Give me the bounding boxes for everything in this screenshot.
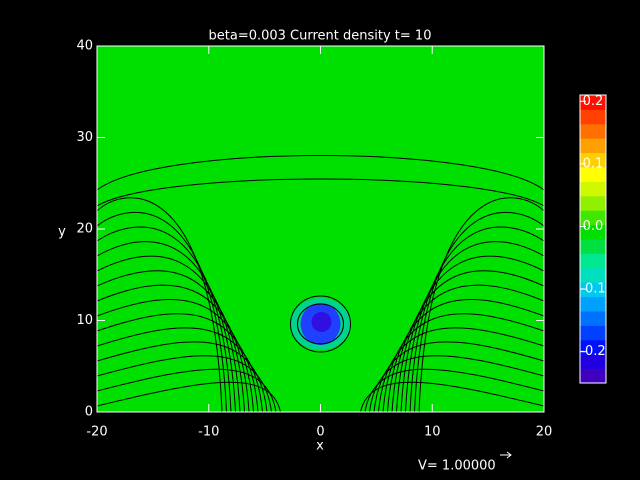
- colorbar-swatch: [580, 152, 606, 168]
- field-line: [409, 226, 545, 413]
- field-line: [96, 270, 245, 413]
- colorbar-tick-label: 0.2: [583, 94, 604, 109]
- y-tick-label: 30: [76, 130, 93, 145]
- y-tick-label: 40: [76, 39, 93, 54]
- colorbar-tick-label: -0.1: [580, 282, 605, 297]
- field-line: [297, 303, 344, 345]
- y-tick-label: 10: [76, 313, 93, 328]
- field-line: [96, 298, 254, 413]
- chart-title: beta=0.003 Current density t= 10: [209, 29, 432, 44]
- colorbar-swatch: [580, 224, 606, 240]
- x-tick-label: 0: [316, 425, 324, 440]
- field-line: [96, 327, 263, 413]
- x-tick-label: 10: [424, 425, 441, 440]
- x-tick-label: -10: [198, 425, 219, 440]
- colorbar-tick-label: 0.1: [583, 156, 604, 171]
- field-line: [96, 226, 232, 413]
- velocity-arrow: [500, 451, 512, 459]
- field-line: [96, 284, 250, 413]
- field-line: [373, 341, 545, 413]
- field-line: [405, 241, 545, 413]
- plot-background: [97, 46, 544, 412]
- field-line: [378, 327, 545, 413]
- field-line: [96, 241, 236, 413]
- colorbar-swatch: [580, 210, 606, 226]
- colorbar-swatch: [580, 311, 606, 326]
- colorbar-swatch: [580, 267, 606, 283]
- field-line: [290, 295, 351, 353]
- x-tick-label: -20: [86, 425, 107, 440]
- field-line: [96, 355, 272, 413]
- x-axis-label: x: [316, 439, 324, 454]
- y-axis-label: y: [58, 225, 66, 240]
- field-line: [418, 197, 545, 413]
- field-line: [414, 212, 545, 413]
- field-line: [382, 313, 545, 413]
- y-tick-label: 20: [76, 222, 93, 237]
- x-tick-label: 20: [536, 425, 553, 440]
- colorbar-swatch: [580, 253, 606, 269]
- field-line: [396, 270, 545, 413]
- colorbar-swatch: [580, 296, 606, 312]
- colorbar-swatch: [580, 138, 606, 154]
- colorbar-swatch: [580, 95, 606, 110]
- field-lines: [96, 155, 545, 413]
- colorbar-tick-label: 0.0: [583, 219, 604, 234]
- field-line: [369, 355, 545, 413]
- y-tick-label: 0: [85, 405, 93, 420]
- colorbar-swatch: [580, 325, 606, 341]
- colorbar-swatch: [580, 167, 606, 182]
- field-line: [96, 381, 281, 413]
- field-line: [96, 255, 241, 413]
- annotation: V= 1.00000: [418, 459, 496, 474]
- colorbar-swatch: [580, 195, 606, 211]
- field-line: [96, 155, 545, 191]
- colorbar-swatch: [580, 282, 606, 298]
- field-line: [360, 381, 545, 413]
- colorbar-swatch: [580, 109, 606, 125]
- colorbar-swatch: [580, 339, 606, 355]
- colorbar-swatch: [580, 181, 606, 197]
- field-line: [96, 212, 227, 413]
- colorbar-swatch: [580, 239, 606, 254]
- colorbar-tick-label: -0.2: [580, 344, 605, 359]
- field-line: [96, 341, 268, 413]
- colorbar-swatch: [580, 354, 606, 370]
- colorbar-swatch: [580, 123, 606, 139]
- current-blob-core: [311, 312, 332, 332]
- field-line: [96, 197, 223, 413]
- field-line: [391, 284, 545, 413]
- colorbar-swatch: [580, 368, 606, 384]
- field-line: [96, 313, 259, 413]
- field-line: [387, 298, 545, 413]
- colorbar-frame: [579, 94, 607, 384]
- field-line: [400, 255, 545, 413]
- field-line: [96, 178, 545, 207]
